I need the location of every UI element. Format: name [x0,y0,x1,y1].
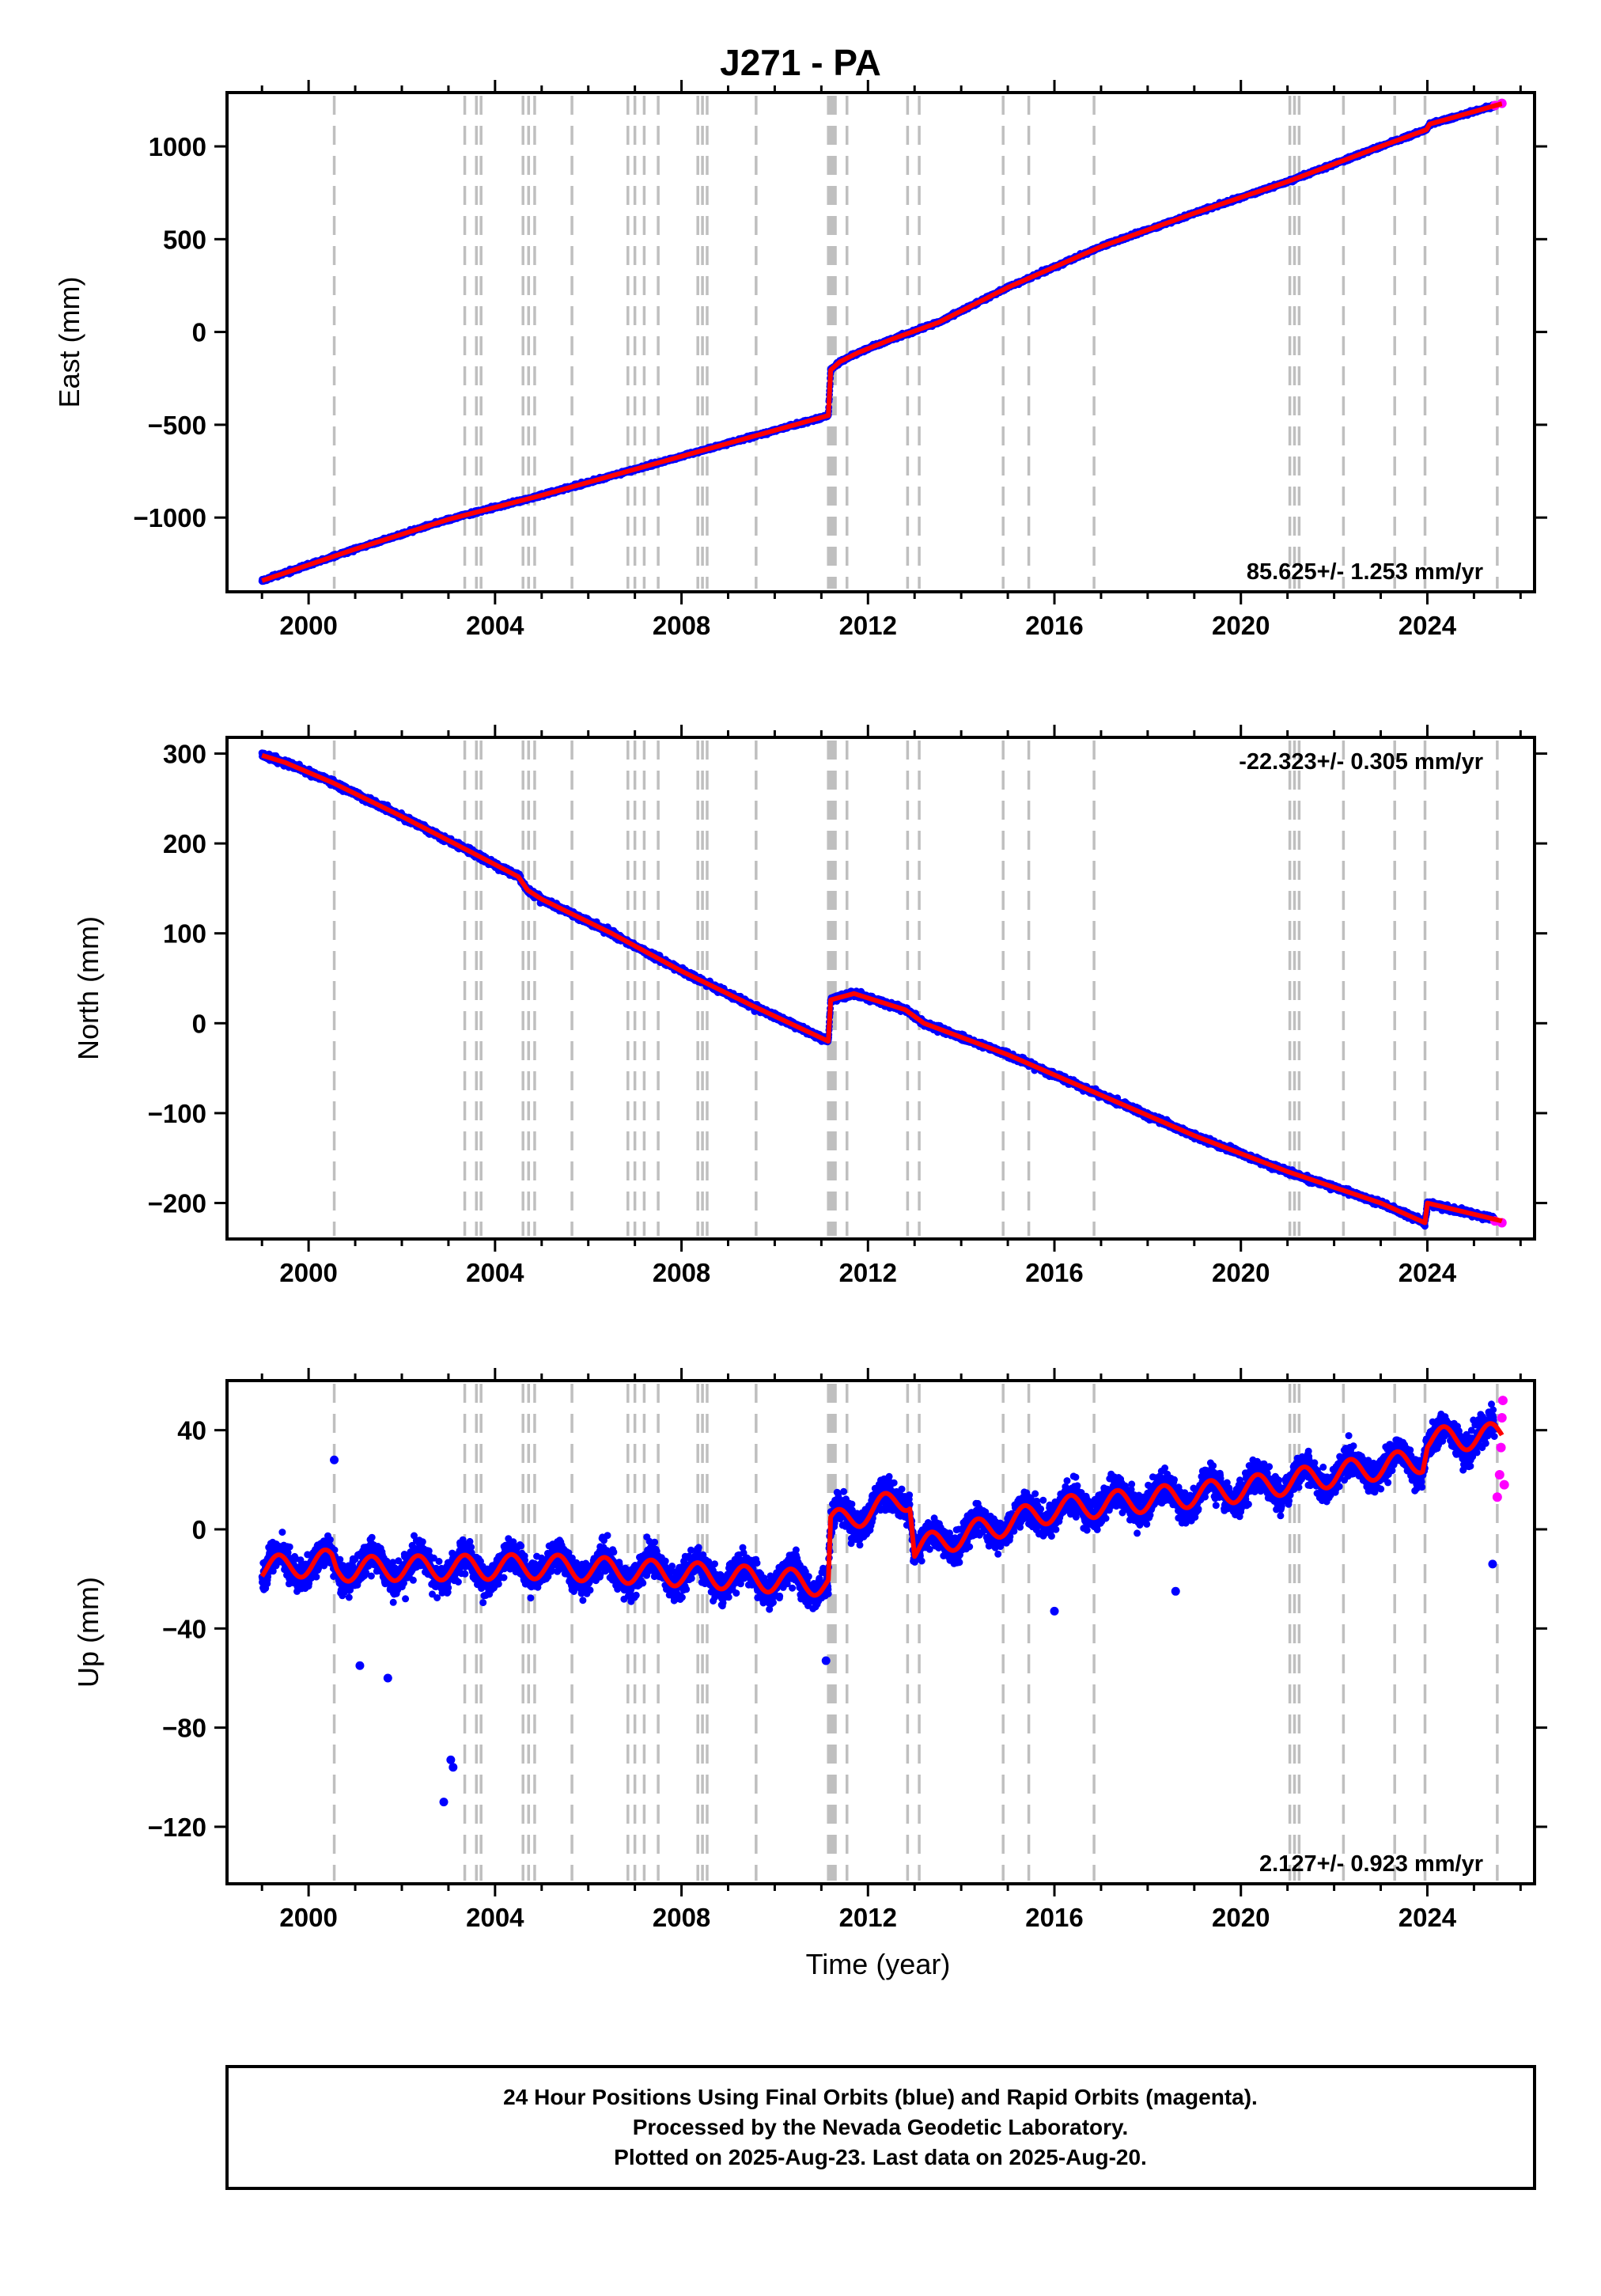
y-tick-label: 0 [192,318,206,347]
up-outlier-point [446,1755,456,1764]
x-tick-label: 2016 [1025,1903,1083,1932]
x-tick-label: 2000 [279,1903,337,1932]
up-outlier-point [821,1656,831,1665]
up-outlier-point [1488,1559,1497,1569]
up-outlier-point [1050,1606,1059,1616]
footer-line-2: Processed by the Nevada Geodetic Laborat… [633,2115,1129,2139]
up-outlier-point [449,1763,458,1772]
up-rapid-orbit-point [1496,1442,1506,1453]
up-rapid-orbit-point [1492,1492,1502,1502]
x-tick-label: 2016 [1025,1258,1083,1287]
up-rapid-orbit-point [1494,1470,1504,1480]
north-y-axis-label: North (mm) [72,916,104,1060]
x-tick-label: 2012 [839,611,897,640]
footer-line-3: Plotted on 2025-Aug-23. Last data on 202… [614,2145,1147,2169]
north-rate-label: -22.323+/- 0.305 mm/yr [1239,749,1483,775]
y-tick-label: −80 [162,1714,206,1743]
y-tick-label: 100 [163,919,206,949]
y-tick-label: 300 [163,739,206,768]
up-rapid-orbit-point [1497,1396,1508,1406]
x-tick-label: 2024 [1399,1258,1457,1287]
y-tick-label: −120 [148,1813,206,1842]
x-tick-label: 2008 [653,1258,710,1287]
chart-title: J271 - PA [720,42,881,83]
x-tick-label: 2020 [1212,611,1270,640]
up-rate-label: 2.127+/- 0.923 mm/yr [1259,1851,1483,1877]
east-model-line [259,101,1504,583]
north-model-line [259,752,1504,1226]
north-final-orbit-points [258,749,1499,1230]
east-y-axis-label: East (mm) [53,277,85,408]
north-frame [225,736,1536,1241]
up-panel: 2000 2004 2008 2012 2016 2020 2024 −120 −80 −40 0 4… [72,1368,1547,1932]
north-panel: 2000 2004 2008 2012 2016 2020 2024 −200 −100 0 100… [72,725,1547,1287]
x-tick-label: 2024 [1399,1903,1457,1932]
x-axis-label: Time (year) [806,1948,951,1980]
x-tick-label: 2016 [1025,611,1083,640]
y-tick-label: 0 [192,1515,206,1544]
y-tick-label: −100 [148,1099,206,1128]
up-outlier-point [355,1661,365,1670]
x-tick-label: 2000 [279,1258,337,1287]
up-outlier-point [383,1673,392,1683]
footer-box [225,2065,1536,2190]
footer-line-1: 24 Hour Positions Using Final Orbits (bl… [503,2085,1258,2109]
east-frame [225,91,1536,593]
x-tick-label: 2020 [1212,1258,1270,1287]
x-tick-label: 2004 [466,1903,524,1932]
y-tick-label: −200 [148,1189,206,1218]
x-tick-label: 2024 [1399,611,1457,640]
up-y-axis-label: Up (mm) [72,1577,104,1688]
up-rapid-orbit-point [1499,1480,1509,1490]
up-rapid-orbit-point [1497,1412,1507,1423]
y-tick-label: −40 [162,1614,206,1643]
x-tick-label: 2004 [466,611,524,640]
x-tick-label: 2008 [653,1903,710,1932]
y-tick-label: 0 [192,1009,206,1038]
x-tick-label: 2004 [466,1258,524,1287]
x-tick-label: 2012 [839,1258,897,1287]
x-tick-label: 2008 [653,611,710,640]
east-panel: 2000 2004 2008 2012 2016 2020 2024 −1000 −500 0 50… [53,80,1547,640]
y-tick-label: −1000 [133,503,206,532]
y-tick-label: 40 [177,1416,206,1445]
y-tick-label: 500 [163,225,206,254]
y-tick-label: 1000 [149,132,206,161]
up-frame [225,1379,1536,1885]
east-rate-label: 85.625+/- 1.253 mm/yr [1247,559,1483,585]
up-outlier-point [1171,1586,1180,1596]
up-model-line [259,1421,1504,1598]
y-tick-label: −500 [148,411,206,440]
up-outlier-point [439,1798,449,1807]
x-tick-label: 2012 [839,1903,897,1932]
x-tick-label: 2000 [279,611,337,640]
up-outlier-point [330,1455,339,1464]
x-tick-label: 2020 [1212,1903,1270,1932]
y-tick-label: 200 [163,829,206,858]
